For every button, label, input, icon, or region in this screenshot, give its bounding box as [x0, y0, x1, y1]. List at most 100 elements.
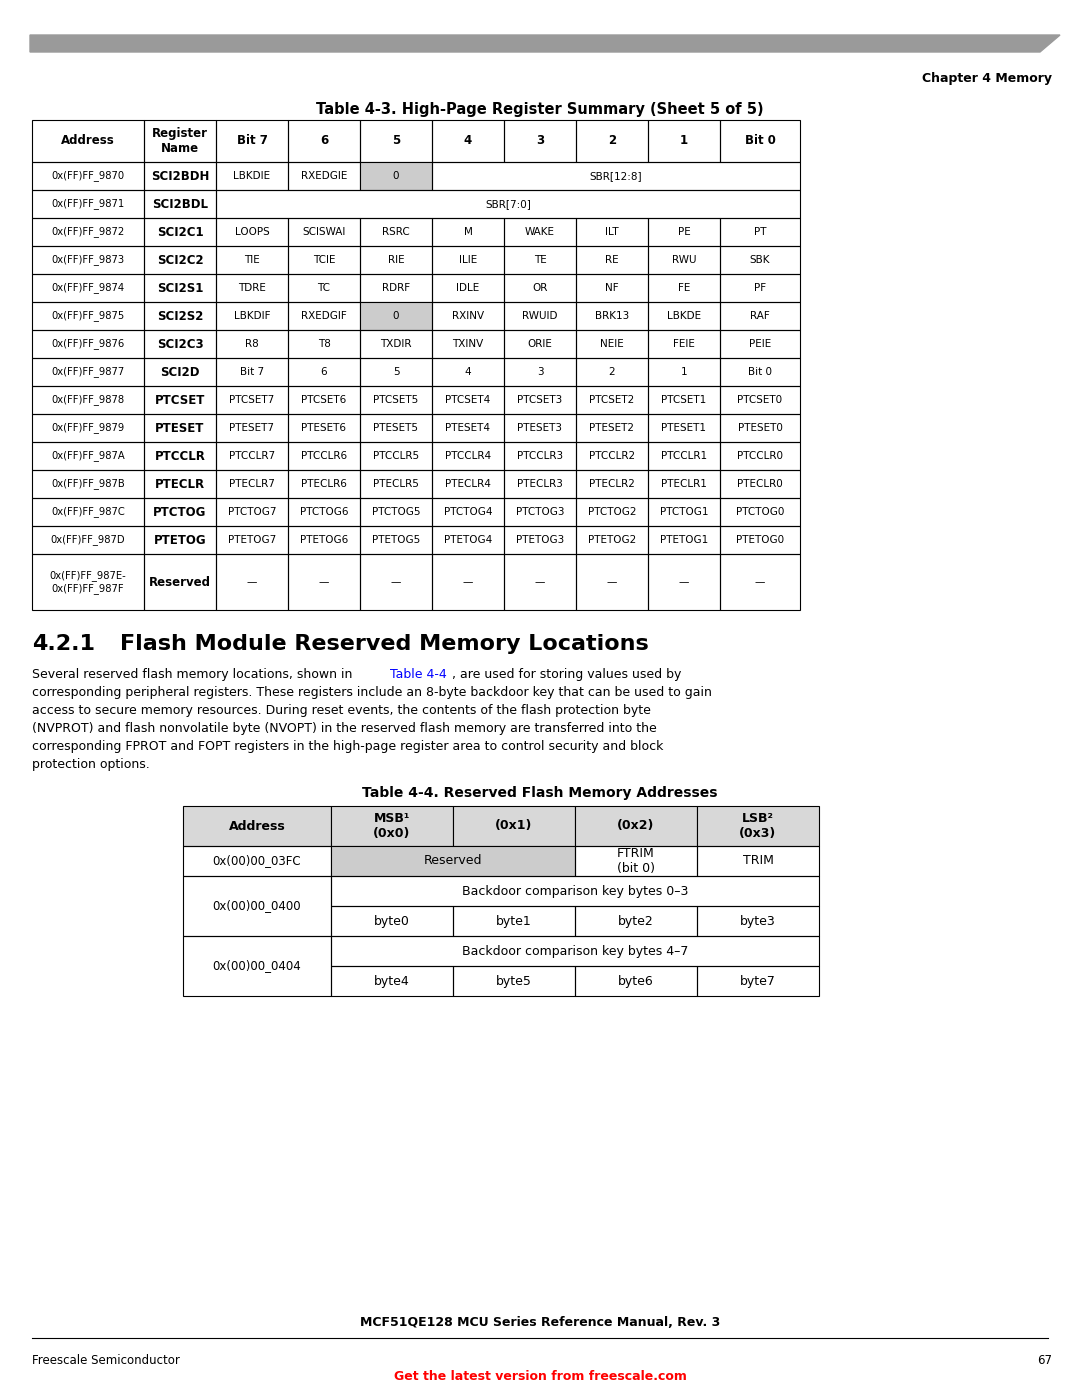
Text: SCI2C3: SCI2C3 — [157, 338, 203, 351]
Text: LSB²
(0x3): LSB² (0x3) — [740, 812, 777, 840]
Text: Bit 0: Bit 0 — [748, 367, 772, 377]
Text: Get the latest version from freescale.com: Get the latest version from freescale.co… — [393, 1370, 687, 1383]
Text: SCISWAI: SCISWAI — [302, 226, 346, 237]
Bar — [144, 246, 216, 274]
Text: 0x(FF)FF_9875: 0x(FF)FF_9875 — [52, 310, 124, 321]
Bar — [216, 358, 288, 386]
Text: RAF: RAF — [751, 312, 770, 321]
Text: Bit 7: Bit 7 — [237, 134, 268, 148]
Text: ORIE: ORIE — [527, 339, 553, 349]
Bar — [720, 469, 800, 497]
Bar — [288, 469, 360, 497]
Text: PTETOG: PTETOG — [153, 534, 206, 546]
Text: 0x(FF)FF_9872: 0x(FF)FF_9872 — [52, 226, 124, 237]
Text: PTCTOG2: PTCTOG2 — [588, 507, 636, 517]
Text: —: — — [319, 577, 329, 587]
Bar — [330, 876, 819, 907]
Bar — [576, 441, 648, 469]
Text: byte4: byte4 — [374, 975, 410, 988]
Bar — [32, 386, 144, 414]
Text: PTCSET1: PTCSET1 — [661, 395, 706, 405]
Text: 0x(FF)FF_9879: 0x(FF)FF_9879 — [52, 422, 124, 433]
Bar — [575, 806, 697, 847]
Text: SCI2S1: SCI2S1 — [157, 282, 203, 295]
Bar — [360, 246, 432, 274]
Text: PTCTOG: PTCTOG — [153, 506, 206, 518]
Bar — [144, 414, 216, 441]
Text: 4.2.1: 4.2.1 — [32, 634, 95, 654]
Bar — [720, 358, 800, 386]
Text: —: — — [247, 577, 257, 587]
Bar — [697, 847, 819, 876]
Bar — [720, 274, 800, 302]
Text: 0x(FF)FF_9876: 0x(FF)FF_9876 — [52, 338, 124, 349]
Bar — [576, 274, 648, 302]
Text: MSB¹
(0x0): MSB¹ (0x0) — [374, 812, 410, 840]
Bar — [720, 527, 800, 555]
Bar — [648, 469, 720, 497]
Text: Address: Address — [62, 134, 114, 148]
Bar — [648, 497, 720, 527]
Text: 1: 1 — [680, 134, 688, 148]
Bar — [360, 469, 432, 497]
Text: FE: FE — [678, 284, 690, 293]
Text: 1: 1 — [680, 367, 687, 377]
Text: 3: 3 — [536, 134, 544, 148]
Text: PTECLR1: PTECLR1 — [661, 479, 707, 489]
Bar — [144, 386, 216, 414]
Text: PTCCLR4: PTCCLR4 — [445, 451, 491, 461]
Text: PTCTOG7: PTCTOG7 — [228, 507, 276, 517]
Text: PTECLR2: PTECLR2 — [589, 479, 635, 489]
Bar — [432, 527, 504, 555]
Bar — [648, 274, 720, 302]
Bar — [288, 386, 360, 414]
Bar — [144, 330, 216, 358]
Bar — [32, 414, 144, 441]
Text: byte3: byte3 — [740, 915, 775, 928]
Text: PTCSET: PTCSET — [154, 394, 205, 407]
Bar — [288, 555, 360, 610]
Text: 2: 2 — [609, 367, 616, 377]
Text: —: — — [607, 577, 617, 587]
Text: NF: NF — [605, 284, 619, 293]
Bar — [288, 302, 360, 330]
Text: protection options.: protection options. — [32, 759, 150, 771]
Bar — [648, 246, 720, 274]
Bar — [576, 330, 648, 358]
Bar — [453, 907, 575, 936]
Bar — [32, 218, 144, 246]
Bar — [288, 527, 360, 555]
Bar — [288, 414, 360, 441]
Bar — [720, 120, 800, 162]
Text: —: — — [679, 577, 689, 587]
Text: PTECLR4: PTECLR4 — [445, 479, 491, 489]
Text: 0x(FF)FF_9877: 0x(FF)FF_9877 — [52, 366, 124, 377]
Bar — [330, 965, 453, 996]
Text: 0x(00)00_03FC: 0x(00)00_03FC — [213, 855, 301, 868]
Bar — [360, 555, 432, 610]
Text: SCI2C1: SCI2C1 — [157, 225, 203, 239]
Text: 0x(FF)FF_987A: 0x(FF)FF_987A — [51, 451, 125, 461]
Text: PTCTOG5: PTCTOG5 — [372, 507, 420, 517]
Bar — [32, 469, 144, 497]
Bar — [504, 414, 576, 441]
Text: PTCSET6: PTCSET6 — [301, 395, 347, 405]
Bar — [648, 386, 720, 414]
Bar — [330, 847, 575, 876]
Text: PTCSET7: PTCSET7 — [229, 395, 274, 405]
Text: PTETOG5: PTETOG5 — [372, 535, 420, 545]
Bar — [432, 497, 504, 527]
Text: PTECLR6: PTECLR6 — [301, 479, 347, 489]
Text: TXINV: TXINV — [453, 339, 484, 349]
Bar — [504, 274, 576, 302]
Bar — [144, 162, 216, 190]
Bar — [432, 441, 504, 469]
Bar — [216, 441, 288, 469]
Bar — [360, 527, 432, 555]
Bar — [216, 469, 288, 497]
Bar — [576, 218, 648, 246]
Bar — [432, 120, 504, 162]
Text: Register
Name: Register Name — [152, 127, 208, 155]
Bar — [360, 330, 432, 358]
Bar — [697, 907, 819, 936]
